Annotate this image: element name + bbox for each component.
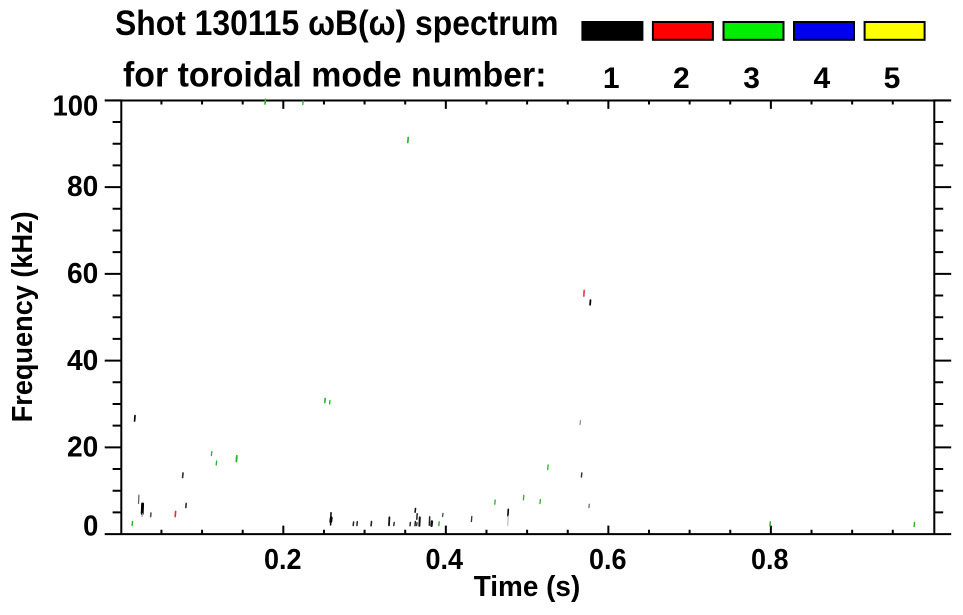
svg-text:0.2: 0.2 (264, 544, 302, 576)
svg-text:0.6: 0.6 (589, 544, 627, 576)
svg-text:Frequency (kHz): Frequency (kHz) (7, 211, 39, 422)
svg-text:4: 4 (813, 62, 830, 95)
svg-text:Shot 130115 ωB(ω) spectrum: Shot 130115 ωB(ω) spectrum (115, 4, 559, 43)
svg-text:0.8: 0.8 (751, 544, 789, 576)
svg-text:100: 100 (53, 91, 99, 123)
svg-text:60: 60 (67, 258, 98, 290)
svg-text:0.4: 0.4 (426, 544, 464, 576)
svg-text:0: 0 (83, 511, 98, 543)
svg-text:20: 20 (67, 432, 98, 464)
svg-text:1: 1 (603, 62, 620, 95)
svg-text:40: 40 (67, 345, 98, 377)
svg-text:Time (s): Time (s) (474, 571, 581, 603)
svg-text:for toroidal mode number:: for toroidal mode number: (123, 56, 547, 95)
svg-text:2: 2 (673, 62, 690, 95)
svg-text:80: 80 (67, 171, 98, 203)
svg-text:5: 5 (884, 62, 901, 95)
svg-text:3: 3 (743, 62, 760, 95)
